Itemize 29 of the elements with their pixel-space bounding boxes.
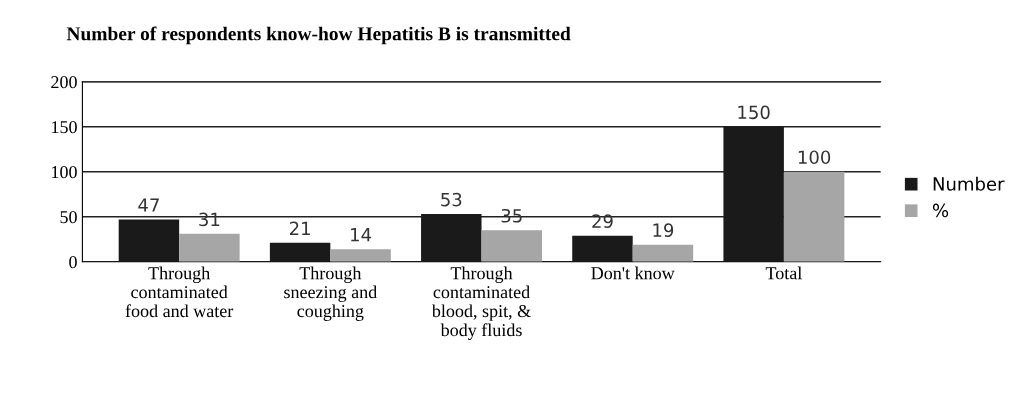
y-tick-label: 150 — [52, 121, 77, 134]
legend-label: % — [932, 203, 949, 218]
data-label: 14 — [351, 228, 372, 242]
y-tick-label: 200 — [51, 76, 77, 89]
bar — [783, 171, 845, 262]
bar — [330, 249, 391, 262]
data-label: 47 — [138, 198, 159, 212]
bar — [481, 230, 542, 262]
bar — [632, 244, 694, 262]
data-label: 53 — [441, 192, 462, 207]
data-label: 19 — [653, 223, 674, 237]
data-label: 21 — [289, 221, 310, 235]
bar — [179, 233, 240, 262]
x-tick-label: Don't know — [591, 266, 675, 280]
y-tick-label: 0 — [69, 256, 77, 269]
y-tick-label: 50 — [60, 211, 77, 224]
y-tick-label: 100 — [52, 166, 77, 179]
bar — [572, 235, 633, 262]
data-label: 29 — [592, 214, 613, 228]
x-tick-label: Total — [765, 266, 802, 280]
x-tick-label: Through contaminated blood, spit, & body fluids — [431, 266, 531, 340]
data-label: 100 — [798, 150, 831, 165]
data-label: 150 — [738, 105, 770, 120]
bar — [269, 242, 331, 262]
legend-label: Number — [933, 176, 1005, 191]
x-tick-label: Through contaminated food and water — [125, 266, 234, 318]
bar — [118, 219, 180, 262]
x-tick-label: Through sneezing and coughing — [284, 266, 377, 321]
chart-title: Number of respondents know-how Hepatitis B is transmitted — [66, 26, 571, 45]
